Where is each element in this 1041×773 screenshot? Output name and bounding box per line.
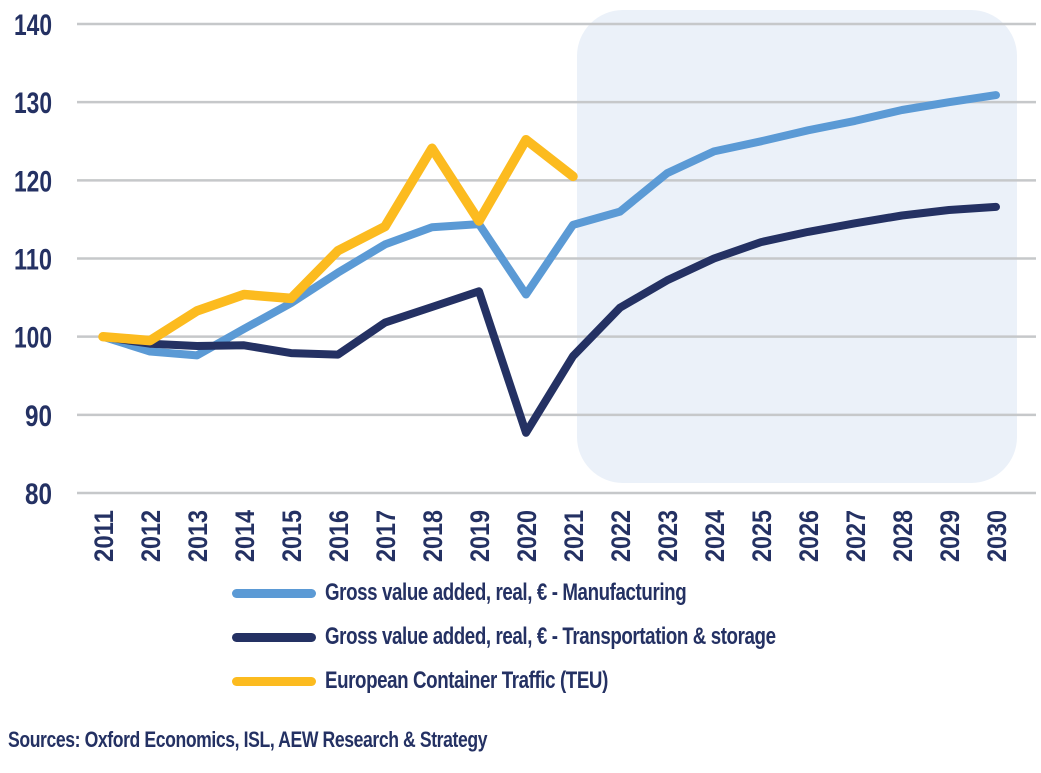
x-axis-label-2011: 2011 — [89, 510, 119, 562]
y-axis-label-130: 130 — [14, 87, 52, 120]
y-axis-label-140: 140 — [14, 9, 52, 42]
x-axis-label-2030: 2030 — [982, 510, 1012, 562]
x-axis-label-2026: 2026 — [794, 510, 824, 562]
x-axis-label-2024: 2024 — [700, 510, 730, 562]
legend-label-transportation: Gross value added, real, € - Transportat… — [325, 623, 776, 650]
legend-item-manufacturing: Gross value added, real, € - Manufacturi… — [232, 571, 903, 615]
legend: Gross value added, real, € - Manufacturi… — [232, 571, 903, 703]
x-axis-label-2023: 2023 — [653, 510, 683, 562]
x-axis-label-2029: 2029 — [935, 510, 965, 562]
series-line-transportation — [99, 202, 1000, 437]
legend-label-container-traffic: European Container Traffic (TEU) — [325, 667, 608, 694]
source-note: Sources: Oxford Economics, ISL, AEW Rese… — [8, 727, 488, 752]
x-axis-label-2027: 2027 — [841, 510, 871, 562]
legend-swatch-transportation — [232, 632, 316, 642]
x-axis-label-2014: 2014 — [230, 510, 260, 562]
x-axis-label-2025: 2025 — [747, 510, 777, 562]
series-line-manufacturing — [99, 91, 1000, 360]
forecast-band — [577, 10, 1017, 483]
legend-swatch-manufacturing — [232, 588, 316, 598]
x-axis-label-2012: 2012 — [136, 510, 166, 562]
legend-item-transportation: Gross value added, real, € - Transportat… — [232, 615, 903, 659]
y-axis-label-80: 80 — [25, 478, 52, 511]
x-axis-label-2021: 2021 — [559, 510, 589, 562]
line-chart: 80 90 100 110 120 130 140 2011 2012 2013 2014 2015 2… — [14, 9, 1036, 562]
legend-item-container-traffic: European Container Traffic (TEU) — [232, 659, 903, 703]
x-axis-label-2013: 2013 — [183, 510, 213, 562]
y-axis-label-110: 110 — [14, 244, 52, 277]
x-axis-label-2015: 2015 — [277, 510, 307, 562]
x-axis-label-2022: 2022 — [606, 510, 636, 562]
legend-swatch-container-traffic — [232, 676, 316, 686]
y-axis-label-120: 120 — [14, 165, 52, 198]
y-axis-label-90: 90 — [25, 400, 52, 433]
y-axis-label-100: 100 — [14, 322, 52, 355]
x-axis-label-2016: 2016 — [324, 510, 354, 562]
x-axis-label-2017: 2017 — [371, 510, 401, 562]
legend-label-manufacturing: Gross value added, real, € - Manufacturi… — [325, 579, 687, 606]
x-axis-label-2018: 2018 — [418, 510, 448, 562]
x-axis-label-2028: 2028 — [888, 510, 918, 562]
series-line-container_traffic — [98, 134, 578, 346]
x-axis-label-2020: 2020 — [512, 510, 542, 562]
x-axis-label-2019: 2019 — [465, 510, 495, 562]
